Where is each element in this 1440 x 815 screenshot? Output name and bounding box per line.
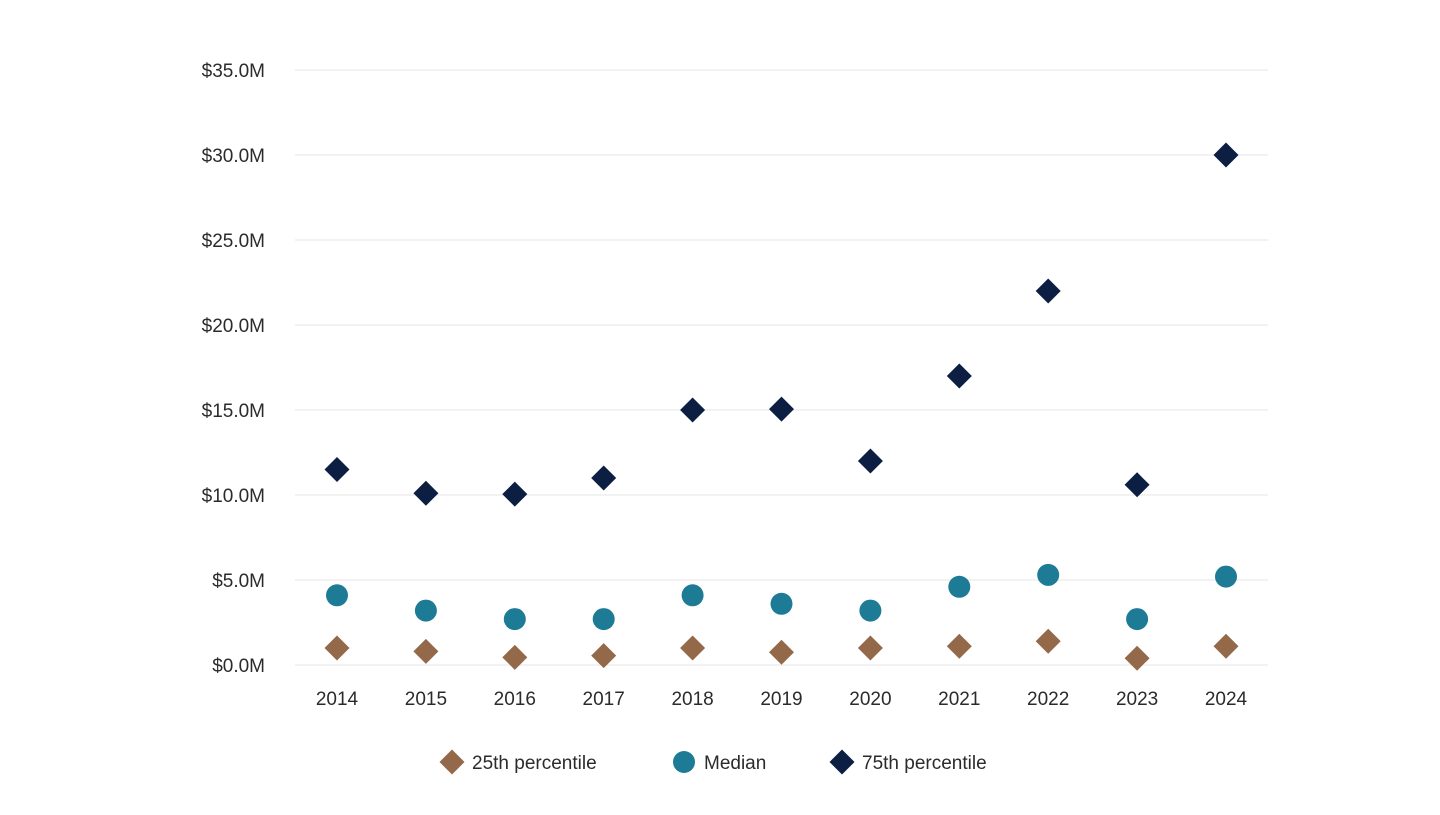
data-point-25th-percentile-2014 (324, 635, 350, 661)
grid-layer (295, 69, 1268, 666)
x-tick-label: 2015 (405, 689, 447, 710)
legend-item: 75th percentile (829, 749, 987, 775)
data-point-median-2017 (592, 608, 615, 631)
series-25th-percentile (324, 628, 1239, 671)
data-point-75th-percentile-2020 (857, 448, 883, 474)
data-point-median-2016 (503, 608, 526, 631)
legend: 25th percentile Median 75th percentile (439, 749, 987, 775)
x-tick-label: 2024 (1205, 689, 1248, 710)
data-point-median-2024 (1215, 565, 1237, 588)
data-point-75th-percentile-2023 (1124, 472, 1150, 498)
data-point-25th-percentile-2020 (857, 635, 883, 661)
y-axis-ticks: $0.0M $5.0M $10.0M $15.0M $20.0M $25.0M $30.0M… (202, 61, 265, 677)
data-point-25th-percentile-2018 (680, 635, 706, 661)
y-tick-label: $25.0M (202, 231, 265, 252)
x-tick-label: 2021 (938, 689, 980, 710)
data-point-75th-percentile-2024 (1213, 142, 1239, 168)
legend-label: 75th percentile (862, 753, 987, 774)
data-point-median-2019 (770, 592, 793, 615)
data-point-75th-percentile-2016 (502, 481, 528, 507)
y-tick-label: $10.0M (202, 486, 265, 507)
y-tick-label: $15.0M (202, 401, 265, 422)
data-point-25th-percentile-2019 (769, 639, 794, 665)
data-point-median-2021 (948, 575, 971, 598)
x-tick-label: 2014 (316, 689, 359, 710)
legend-item: 25th percentile (439, 749, 597, 775)
data-point-75th-percentile-2019 (769, 396, 794, 422)
x-tick-label: 2022 (1027, 689, 1069, 710)
series-layer (324, 142, 1239, 671)
data-point-median-2020 (859, 599, 882, 622)
y-tick-label: $20.0M (202, 316, 265, 337)
data-point-25th-percentile-2021 (946, 633, 972, 659)
y-tick-label: $5.0M (212, 571, 265, 592)
data-point-25th-percentile-2023 (1124, 645, 1150, 671)
data-point-75th-percentile-2022 (1035, 278, 1061, 304)
data-point-75th-percentile-2015 (413, 480, 439, 506)
data-point-75th-percentile-2014 (324, 457, 350, 482)
data-point-median-2014 (326, 584, 348, 607)
y-tick-label: $35.0M (202, 61, 265, 82)
y-tick-label: $0.0M (212, 656, 265, 677)
x-tick-label: 2019 (760, 689, 802, 710)
legend-marker-75th-percentile (829, 749, 855, 775)
data-point-75th-percentile-2021 (946, 363, 972, 389)
x-tick-label: 2020 (849, 689, 891, 710)
data-point-75th-percentile-2017 (591, 465, 617, 491)
data-point-median-2023 (1126, 608, 1149, 631)
legend-marker-25th-percentile (439, 749, 465, 775)
data-point-median-2018 (681, 584, 704, 607)
data-point-median-2022 (1037, 563, 1060, 586)
x-tick-label: 2016 (494, 689, 536, 710)
data-point-75th-percentile-2018 (680, 397, 706, 423)
series-75th-percentile (324, 142, 1239, 507)
legend-label: 25th percentile (472, 753, 597, 774)
y-tick-label: $30.0M (202, 146, 265, 167)
data-point-25th-percentile-2015 (413, 638, 439, 664)
x-tick-label: 2023 (1116, 689, 1158, 710)
data-point-25th-percentile-2017 (591, 643, 617, 669)
legend-item: Median (673, 751, 766, 774)
series-median (326, 563, 1237, 631)
x-tick-label: 2018 (671, 689, 713, 710)
x-axis-ticks: 2014 2015 2016 2017 2018 2019 2020 2021 2022 2023… (316, 689, 1248, 710)
x-tick-label: 2017 (583, 689, 625, 710)
data-point-25th-percentile-2024 (1213, 633, 1239, 659)
data-point-median-2015 (414, 599, 437, 622)
data-point-25th-percentile-2016 (502, 644, 528, 670)
legend-marker-median (673, 751, 695, 773)
data-point-25th-percentile-2022 (1035, 628, 1061, 654)
legend-label: Median (704, 753, 766, 774)
